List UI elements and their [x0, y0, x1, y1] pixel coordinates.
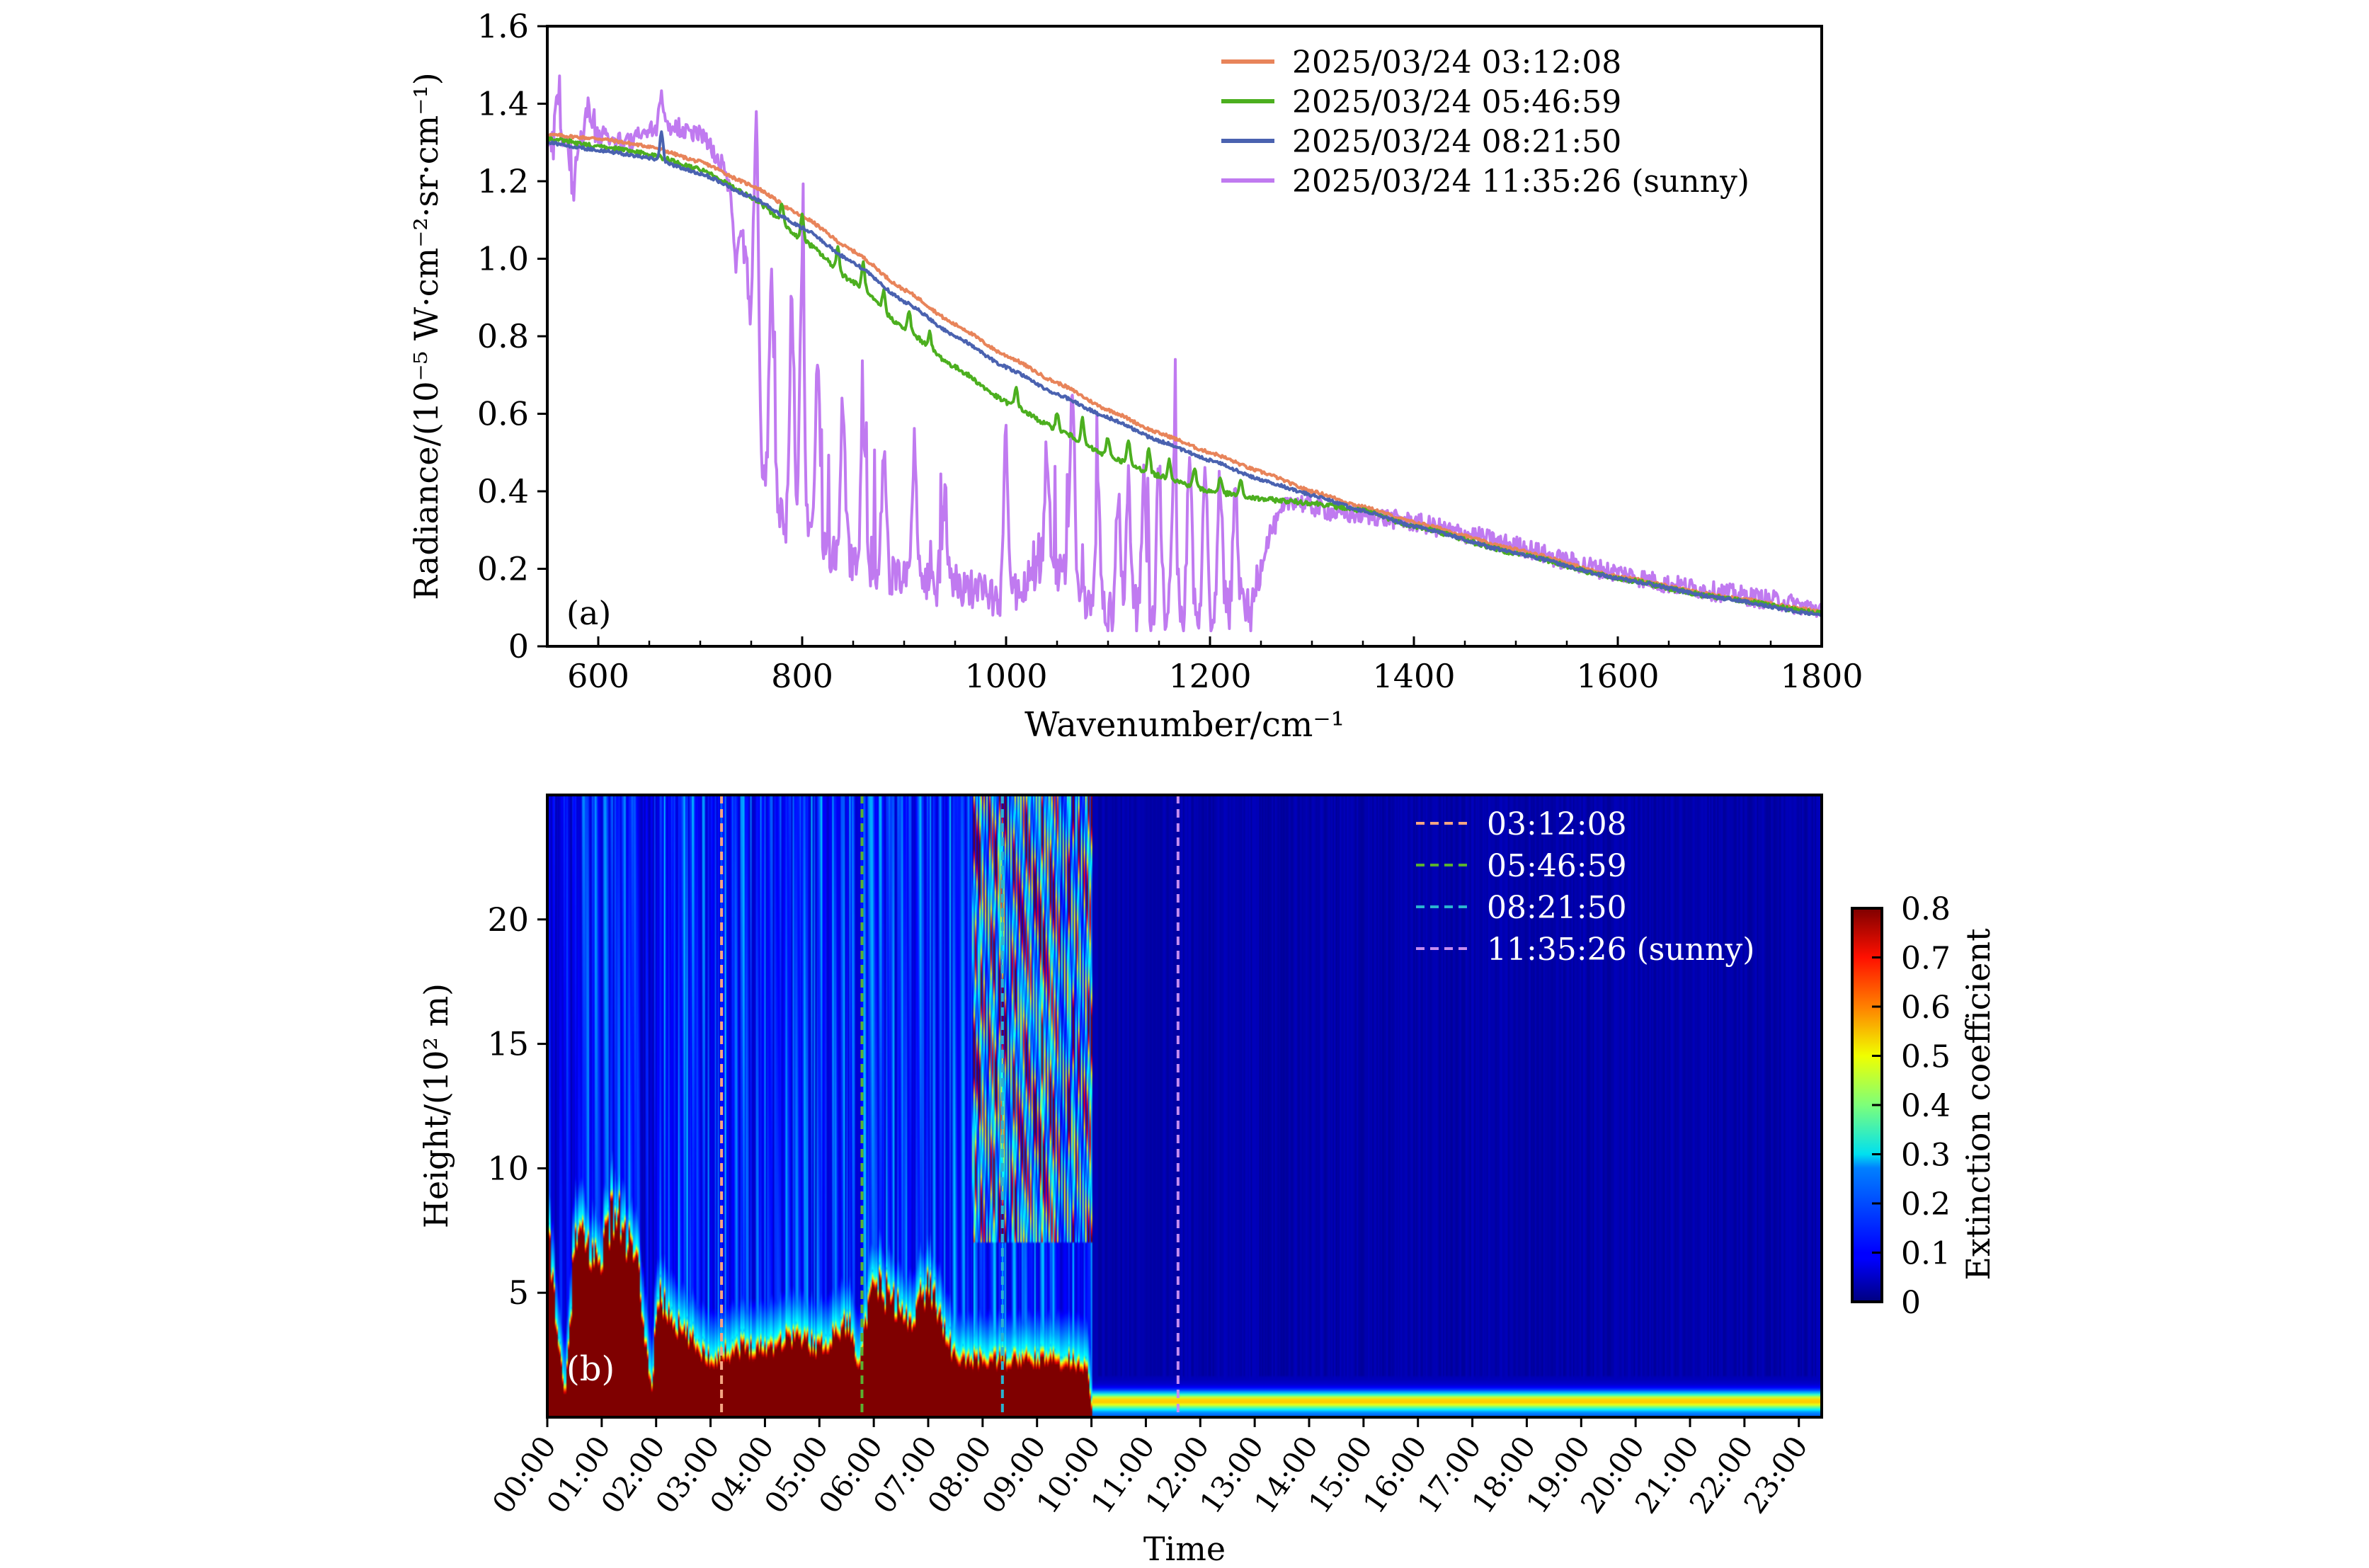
legend-label-b: 05:46:59 — [1487, 848, 1627, 884]
y-tick-label-b: 5 — [508, 1274, 529, 1312]
heatmap-canvas-wrapper — [548, 796, 1820, 1416]
series-line-0 — [547, 132, 1823, 614]
colorbar-label: Extinction coefficient — [1959, 928, 1997, 1281]
y-axis-label-a: Radiance/(10⁻⁵ W·cm⁻²·sr·cm⁻¹) — [407, 72, 445, 600]
legend-label-a: 2025/03/24 08:21:50 — [1292, 124, 1621, 160]
legend-label-a: 2025/03/24 05:46:59 — [1292, 84, 1621, 120]
x-axis-label-b: Time — [1143, 1530, 1226, 1568]
heatmap-canvas — [548, 796, 1820, 1416]
colorbar-tick-label: 0.6 — [1901, 990, 1951, 1026]
colorbar-tick-label: 0.5 — [1901, 1039, 1951, 1075]
colorbar-tick-label: 0.7 — [1901, 941, 1951, 977]
plot-frame-a — [546, 25, 1823, 648]
y-tick-label-b: 20 — [487, 900, 529, 939]
series-line-3 — [546, 74, 1823, 633]
colorbar-tick-label: 0.8 — [1901, 891, 1951, 927]
y-tick-label-a: 0 — [508, 627, 529, 665]
colorbar-tick-label: 0.2 — [1901, 1186, 1951, 1223]
y-tick-label-a: 0.8 — [477, 317, 529, 355]
y-axis-label-b: Height/(10² m) — [417, 983, 455, 1228]
x-axis-a: 600 800 1000 1200 1400 1600 1800 — [546, 636, 1863, 695]
legend-label-b: 11:35:26 (sunny) — [1487, 932, 1754, 968]
y-axis-a: 0 0.2 0.4 0.6 0.8 1.0 1.2 1.4 1.6 — [477, 7, 547, 665]
x-tick-label-a: 1200 — [1168, 657, 1251, 695]
legend-label-b: 08:21:50 — [1487, 890, 1627, 926]
y-axis-b: 5 10 15 20 — [487, 900, 547, 1312]
radiance-series-group — [546, 74, 1823, 633]
x-tick-label-a: 800 — [771, 657, 833, 695]
legend-b: 03:12:08 05:46:59 08:21:50 11:35:26 (sunny) — [1416, 806, 1754, 968]
x-tick-label-a: 1800 — [1780, 657, 1863, 695]
y-tick-label-a: 1.6 — [477, 7, 529, 45]
panel-label-b: (b) — [566, 1349, 615, 1389]
series-line-1 — [546, 136, 1822, 617]
x-tick-label-a: 600 — [567, 657, 629, 695]
x-axis-label-a: Wavenumber/cm⁻¹ — [1024, 705, 1345, 745]
y-tick-label-a: 0.2 — [477, 550, 529, 588]
colorbar-ticks: 0 0.1 0.2 0.3 0.4 0.5 0.6 0.7 0.8 — [1872, 891, 1951, 1321]
radiance-chart: 600 800 1000 1200 1400 1600 1800 0 0.2 0.4 0.6 0.8… — [407, 7, 1863, 745]
colorbar-tick-label: 0.4 — [1901, 1088, 1951, 1124]
extinction-heatmap-chart: 00:0001:0002:0003:0004:0005:0006:0007:00… — [417, 794, 1997, 1568]
x-tick-label-a: 1600 — [1576, 657, 1659, 695]
x-axis-b: 00:0001:0002:0003:0004:0005:0006:0007:00… — [486, 1417, 1815, 1520]
y-tick-label-a: 1.0 — [477, 240, 529, 278]
series-line-2 — [546, 130, 1822, 617]
legend-label-a: 2025/03/24 03:12:08 — [1292, 45, 1621, 81]
y-tick-label-b: 15 — [487, 1025, 529, 1063]
y-tick-label-a: 0.6 — [477, 395, 529, 433]
panel-label-a: (a) — [566, 594, 611, 632]
colorbar-tick-label: 0 — [1901, 1285, 1921, 1321]
y-tick-label-a: 1.2 — [477, 162, 529, 200]
plot-frame-b — [546, 794, 1823, 1419]
y-tick-label-b: 10 — [487, 1149, 529, 1187]
legend-label-a: 2025/03/24 11:35:26 (sunny) — [1292, 164, 1749, 200]
x-tick-label-a: 1000 — [964, 657, 1047, 695]
colorbar-tick-label: 0.1 — [1901, 1236, 1951, 1272]
y-tick-label-a: 1.4 — [477, 85, 529, 123]
legend-label-b: 03:12:08 — [1487, 806, 1627, 842]
y-tick-label-a: 0.4 — [477, 472, 529, 510]
x-tick-label-a: 1400 — [1372, 657, 1455, 695]
time-markers — [720, 795, 1180, 1417]
colorbar-tick-label: 0.3 — [1901, 1138, 1951, 1174]
